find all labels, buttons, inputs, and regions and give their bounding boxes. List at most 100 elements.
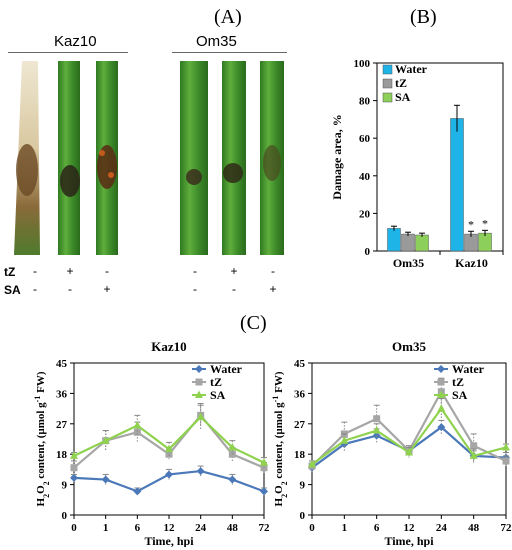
tz-sign: - — [105, 264, 109, 278]
significance-marker: * — [482, 216, 488, 230]
x-tick-label: 24 — [436, 522, 448, 534]
leaf-group-label-om35: Om35 — [196, 33, 237, 50]
data-point — [228, 442, 237, 451]
data-point — [133, 428, 141, 436]
leaf-om35-water — [180, 61, 208, 255]
legend-label: Water — [395, 62, 428, 76]
x-tick-label: 6 — [135, 522, 141, 534]
data-point — [260, 487, 268, 496]
plot-frame — [311, 362, 507, 516]
tz-sign: - — [33, 264, 37, 278]
data-point — [196, 412, 205, 421]
sa-sign: - — [232, 282, 236, 296]
data-point — [470, 442, 478, 450]
legend-label: SA — [210, 388, 226, 402]
panel-b-label: (B) — [410, 6, 437, 28]
y-tick-label: 18 — [56, 449, 68, 461]
chart-title: Kaz10 — [151, 339, 186, 354]
y-tick-label: 27 — [294, 419, 306, 431]
data-point — [70, 464, 78, 472]
legend-marker — [437, 390, 445, 398]
x-tick-label: 12 — [164, 522, 176, 534]
x-axis-label: Time, hpi — [144, 534, 194, 547]
lesion-om35-tz — [223, 163, 243, 183]
legend-swatch — [382, 92, 393, 103]
legend-label: Water — [452, 362, 485, 376]
data-point — [196, 467, 205, 476]
y-tick-label: 9 — [62, 480, 68, 492]
bar — [401, 233, 415, 252]
y-axis-label: Damage area, % — [330, 114, 344, 199]
y-tick-label: 60 — [359, 133, 371, 145]
bar — [415, 234, 429, 252]
legend-label: SA — [452, 388, 468, 402]
x-tick-label: 12 — [404, 522, 416, 534]
x-category-label: Kaz10 — [455, 256, 488, 270]
x-tick-label: 72 — [501, 522, 512, 534]
data-point — [101, 436, 110, 444]
data-point — [165, 450, 173, 458]
sa-sign: + — [269, 282, 277, 296]
x-axis-label: Time, hpi — [384, 534, 434, 547]
x-tick-label: 72 — [259, 522, 271, 534]
legend-marker — [437, 378, 445, 386]
lesion-om35-water — [186, 169, 202, 185]
y-tick-label: 45 — [56, 358, 68, 370]
legend-swatch — [382, 64, 393, 75]
lesion-kaz10-water — [16, 144, 38, 196]
data-point — [260, 464, 268, 472]
y-tick-label: 100 — [354, 58, 371, 70]
legend-label: tZ — [395, 76, 407, 90]
tz-sign: - — [193, 264, 197, 278]
y-tick-label: 0 — [300, 510, 306, 522]
data-point — [101, 475, 110, 484]
data-point — [70, 473, 78, 482]
data-point — [165, 470, 173, 479]
data-point — [260, 458, 268, 466]
legend-marker — [195, 378, 203, 386]
data-point — [502, 442, 510, 451]
tz-sign: + — [230, 264, 238, 278]
lesion-om35-sa — [263, 145, 281, 181]
y-tick-label: 0 — [62, 510, 68, 522]
y-tick-label: 45 — [294, 358, 306, 370]
damage-area-bar-chart: 0 20 40 60 80 100 Damage area, % Om35 Kaz10 * * Wat… — [330, 58, 504, 270]
y-tick-label: 20 — [359, 208, 371, 220]
x-tick-label: 24 — [195, 522, 207, 534]
panel-c-label: (C) — [240, 312, 267, 334]
y-tick-label: 9 — [300, 480, 306, 492]
y-axis-label: H2O2 content, (µmol g-1 FW) — [271, 371, 289, 506]
legend-label: tZ — [452, 375, 464, 389]
data-point — [469, 451, 478, 459]
y-tick-label: 80 — [359, 96, 371, 108]
data-point — [502, 457, 510, 465]
x-tick-label: 48 — [468, 522, 480, 534]
x-tick-label: 6 — [374, 522, 380, 534]
leaf-om35-tz — [222, 61, 246, 255]
tz-sign: - — [271, 264, 275, 278]
data-point — [133, 487, 142, 496]
data-point — [372, 431, 381, 440]
leaf-kaz10-tz — [58, 61, 80, 255]
legend-marker — [437, 365, 445, 373]
legend-marker — [195, 390, 203, 398]
sa-sign: - — [68, 282, 72, 296]
y-tick-label: 40 — [359, 171, 371, 183]
y-tick-label: 27 — [56, 419, 68, 431]
sa-sign: - — [193, 282, 197, 296]
data-point — [405, 448, 413, 456]
sa-sign: + — [103, 282, 111, 296]
treatment-row-label-sa: SA — [4, 283, 21, 297]
legend-swatch — [382, 78, 393, 89]
y-tick-label: 0 — [365, 246, 371, 258]
h2o2-line-chart-om35: Om35 0 9 18 27 36 45 0 1 6 12 24 48 72 Time, hpi H2O2 c… — [271, 339, 512, 547]
chart-title: Om35 — [392, 339, 426, 354]
data-point — [372, 426, 381, 434]
y-tick-label: 36 — [56, 388, 68, 400]
data-point — [437, 404, 446, 412]
leaf-group-underline-kaz10 — [8, 52, 128, 53]
legend-label: Water — [210, 362, 243, 376]
data-point — [340, 436, 349, 444]
data-point — [437, 423, 446, 432]
y-tick-label: 36 — [294, 388, 306, 400]
